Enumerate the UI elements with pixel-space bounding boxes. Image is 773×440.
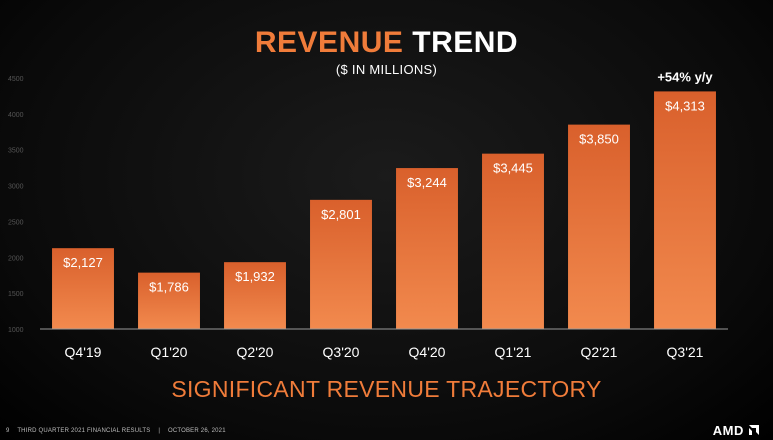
chart-title: REVENUE TREND	[0, 26, 773, 60]
bar-value-label: $4,313	[665, 98, 705, 113]
bar-Q1'21	[482, 153, 544, 329]
title-rest: TREND	[412, 26, 519, 59]
y-tick-label: 4000	[8, 112, 24, 119]
bar-Q3'20	[310, 199, 372, 329]
bar-Q2'21	[568, 124, 630, 329]
bar-Q4'19	[52, 248, 114, 329]
page-number: 9	[6, 428, 10, 434]
x-tick-label: Q1'21	[495, 344, 532, 360]
x-tick-label: Q3'21	[667, 344, 704, 360]
bar-Q1'20	[138, 272, 200, 329]
bar-value-label: $1,932	[235, 269, 275, 284]
x-tick-label: Q1'20	[151, 344, 188, 360]
x-tick-label: Q2'21	[581, 344, 618, 360]
x-tick-label: Q2'20	[237, 344, 274, 360]
bar-Q2'20	[224, 262, 286, 329]
y-tick-label: 3500	[8, 148, 24, 155]
y-tick-label: 1500	[8, 291, 24, 298]
bar-value-label: $3,445	[493, 161, 533, 176]
chart-subtitle: ($ IN MILLIONS)	[335, 62, 438, 77]
bar-Q3'21	[654, 91, 716, 329]
y-tick-label: 3000	[8, 184, 24, 191]
y-tick-label: 2000	[8, 255, 24, 262]
amd-arrow-icon	[749, 425, 759, 435]
slide-tagline: SIGNIFICANT REVENUE TRAJECTORY	[171, 376, 602, 402]
amd-logo: AMD	[713, 423, 759, 438]
bar-value-label: $2,127	[63, 255, 103, 270]
x-tick-label: Q4'19	[65, 344, 102, 360]
bar-value-label: $3,244	[407, 175, 447, 190]
report-date: OCTOBER 26, 2021	[167, 428, 226, 434]
yoy-growth-annotation: +54% y/y	[657, 69, 713, 84]
x-tick-label: Q4'20	[409, 344, 446, 360]
logo-text: AMD	[712, 423, 744, 438]
bar-value-label: $3,850	[579, 132, 619, 147]
slide-footer: 9 THIRD QUARTER 2021 FINANCIAL RESULTS |…	[6, 428, 232, 434]
bar-value-label: $2,801	[321, 207, 361, 222]
report-name: THIRD QUARTER 2021 FINANCIAL RESULTS	[17, 428, 151, 434]
y-tick-label: 2500	[8, 219, 24, 226]
bar-value-label: $1,786	[149, 280, 189, 295]
x-tick-label: Q3'20	[323, 344, 360, 360]
title-accent: REVENUE	[254, 26, 404, 59]
footer-separator: |	[158, 428, 161, 434]
y-tick-label: 1000	[8, 327, 24, 334]
bar-Q4'20	[396, 168, 458, 329]
y-tick-label: 4500	[8, 76, 24, 83]
